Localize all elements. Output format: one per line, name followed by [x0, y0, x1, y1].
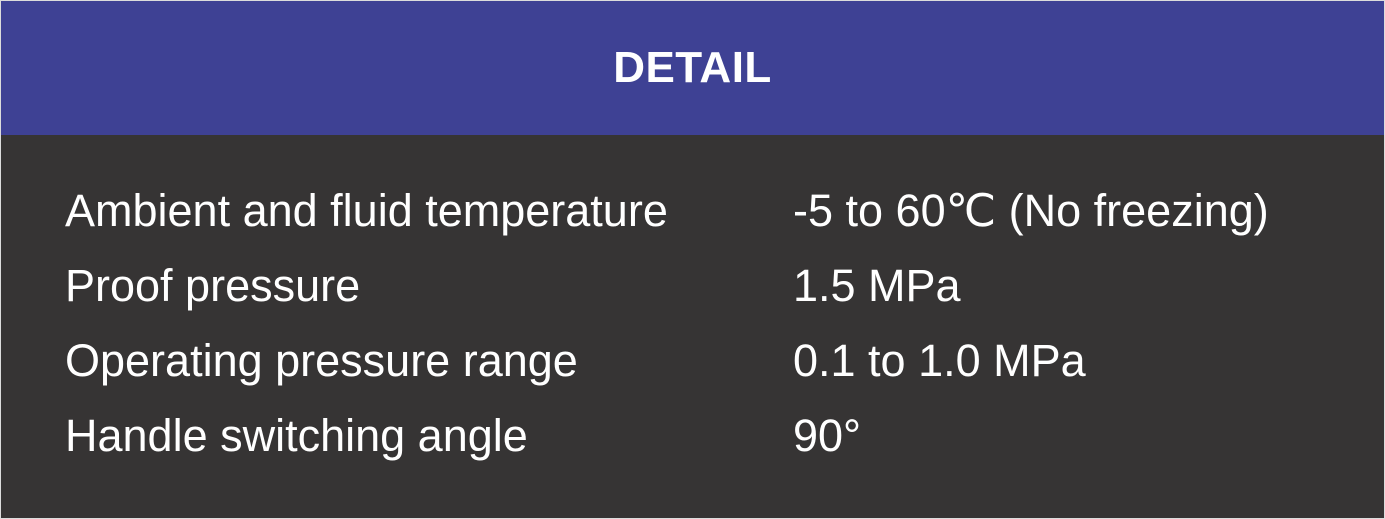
spec-value: 0.1 to 1.0 MPa [793, 334, 1086, 386]
spec-value: 1.5 MPa [793, 259, 961, 311]
spec-value: 90° [793, 409, 862, 461]
spec-row-operating-pressure-range: Operating pressure range 0.1 to 1.0 MPa [65, 323, 1355, 398]
detail-header: DETAIL [1, 1, 1384, 135]
spec-value: -5 to 60℃ (No freezing) [793, 185, 1269, 236]
spec-row-handle-switching-angle: Handle switching angle 90° [65, 398, 1355, 473]
spec-row-proof-pressure: Proof pressure 1.5 MPa [65, 248, 1355, 323]
detail-title: DETAIL [613, 43, 772, 92]
spec-row-ambient-temperature: Ambient and fluid temperature -5 to 60℃ … [65, 173, 1355, 248]
spec-label: Operating pressure range [65, 334, 578, 386]
spec-label: Ambient and fluid temperature [65, 184, 668, 236]
spec-label: Proof pressure [65, 259, 361, 311]
spec-table: Ambient and fluid temperature -5 to 60℃ … [65, 173, 1355, 473]
spec-label: Handle switching angle [65, 409, 528, 461]
